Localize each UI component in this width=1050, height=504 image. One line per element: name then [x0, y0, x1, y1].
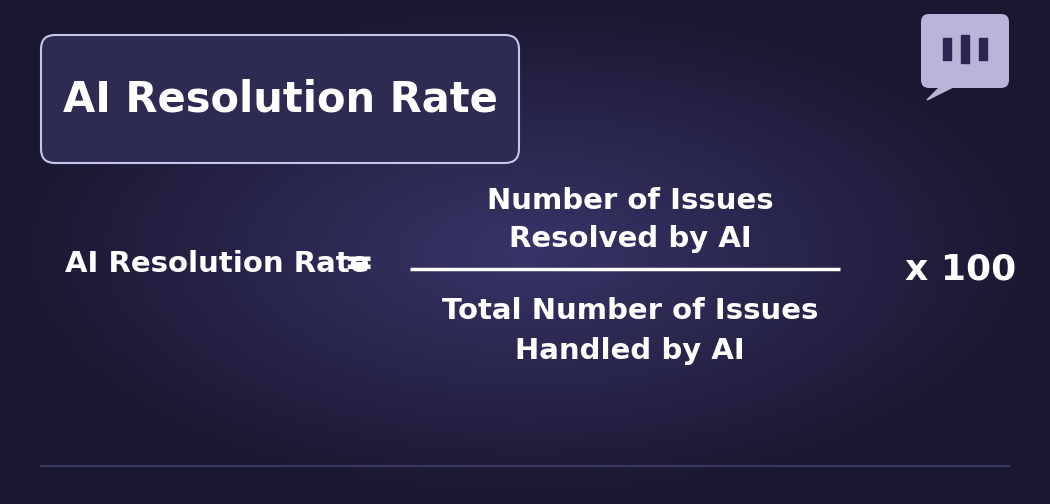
Text: Total Number of Issues: Total Number of Issues: [442, 297, 818, 325]
Bar: [979, 38, 987, 60]
Text: Resolved by AI: Resolved by AI: [508, 225, 752, 253]
Text: AI Resolution Rate: AI Resolution Rate: [63, 78, 498, 120]
Text: x 100: x 100: [905, 252, 1016, 286]
Text: AI Resolution Rate: AI Resolution Rate: [65, 250, 370, 278]
Text: Number of Issues: Number of Issues: [487, 187, 773, 215]
Polygon shape: [927, 80, 967, 100]
Bar: [943, 38, 951, 60]
Text: =: =: [342, 247, 373, 281]
Bar: [961, 35, 969, 63]
FancyBboxPatch shape: [921, 14, 1009, 88]
Text: Handled by AI: Handled by AI: [516, 337, 744, 365]
FancyBboxPatch shape: [41, 35, 519, 163]
